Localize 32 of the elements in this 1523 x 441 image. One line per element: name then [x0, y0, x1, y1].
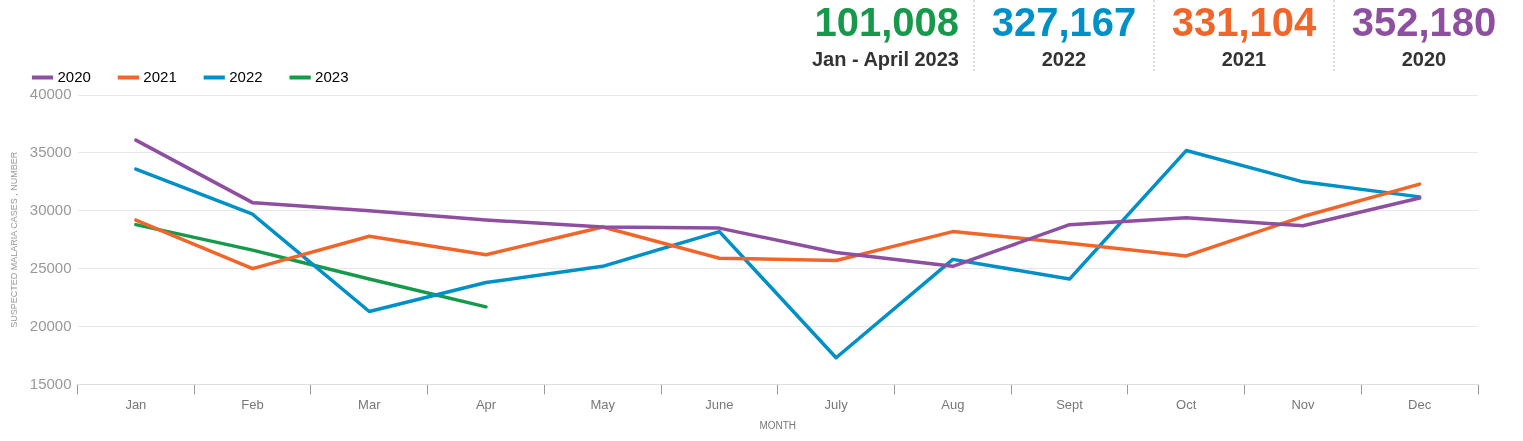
x-tick-label: Nov — [1291, 396, 1315, 412]
x-tick-label: Aug — [941, 396, 965, 412]
x-axis-title: MONTH — [759, 419, 797, 431]
text: 352,180 — [1350, 0, 1498, 44]
x-tick-label: May — [590, 396, 616, 412]
x-tick-label: July — [824, 396, 849, 412]
legend-label: 2021 — [143, 67, 177, 85]
x-tick-label: Feb — [241, 396, 264, 412]
text: 101,008 — [813, 0, 959, 44]
x-tick-label: June — [705, 396, 734, 412]
legend-label: 2023 — [315, 67, 349, 85]
text: 2022 — [1040, 48, 1088, 71]
y-tick-label: 25000 — [29, 258, 72, 276]
legend-label: 2022 — [229, 67, 263, 85]
x-tick-label: Apr — [475, 396, 497, 412]
x-tick-label: Oct — [1176, 396, 1197, 412]
y-tick-label: 15000 — [29, 374, 72, 392]
text: 2020 — [1400, 48, 1448, 71]
text: Jan - April 2023 — [810, 48, 959, 71]
text: 327,167 — [990, 0, 1138, 44]
y-tick-label: 30000 — [29, 200, 72, 218]
y-tick-label: 20000 — [29, 316, 72, 334]
y-tick-label: 40000 — [29, 85, 72, 103]
x-tick-label: Jan — [125, 396, 147, 412]
x-tick-label: Dec — [1408, 396, 1432, 412]
x-tick-label: Mar — [358, 396, 382, 412]
y-axis-title: SUSPECTED MALARIA CASES , NUMBER — [8, 151, 19, 328]
text: 331,104 — [1170, 0, 1318, 44]
x-tick-label: Sept — [1056, 396, 1084, 412]
legend-label: 2020 — [57, 67, 91, 85]
text: 2021 — [1220, 48, 1268, 71]
y-tick-label: 35000 — [29, 143, 72, 161]
